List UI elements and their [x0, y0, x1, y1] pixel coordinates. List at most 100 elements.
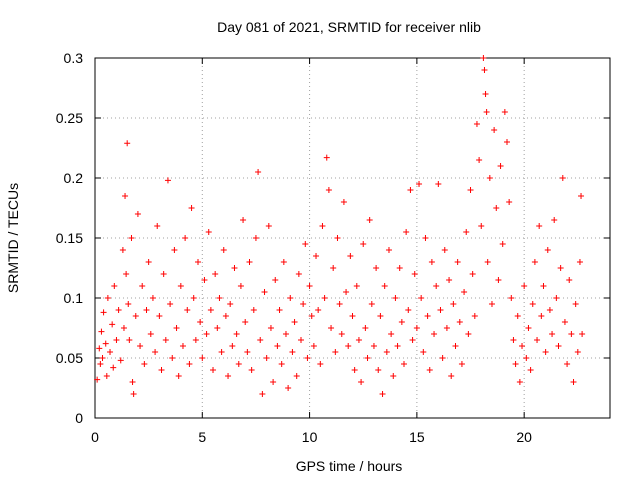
data-point	[437, 307, 444, 313]
data-point	[167, 301, 174, 307]
data-point	[293, 373, 300, 379]
data-point	[439, 355, 446, 361]
data-point	[405, 307, 412, 313]
data-point	[493, 205, 500, 211]
data-point	[392, 295, 399, 301]
data-point	[149, 295, 156, 301]
data-point	[300, 301, 307, 307]
data-point	[491, 127, 498, 133]
data-point	[240, 217, 247, 223]
data-point	[218, 349, 225, 355]
data-point	[252, 235, 259, 241]
data-point	[195, 259, 201, 265]
data-point	[330, 265, 337, 271]
data-point	[476, 157, 483, 163]
data-point	[242, 319, 249, 325]
data-point	[398, 319, 405, 325]
data-point	[435, 181, 442, 187]
data-point	[126, 337, 133, 343]
x-tick-label: 15	[409, 429, 425, 445]
data-point	[566, 277, 573, 283]
data-point	[244, 349, 251, 355]
data-point	[210, 367, 217, 373]
data-point	[364, 355, 371, 361]
data-point	[473, 121, 480, 127]
y-tick-label: 0	[75, 410, 83, 426]
data-point	[102, 340, 109, 347]
data-point	[343, 289, 350, 295]
data-point	[373, 265, 380, 271]
data-point	[454, 259, 461, 265]
data-point	[162, 337, 169, 343]
data-point	[315, 307, 322, 313]
data-point	[274, 343, 281, 349]
data-point	[137, 343, 144, 349]
data-point	[561, 319, 568, 325]
grid	[95, 58, 610, 418]
data-point	[129, 379, 136, 385]
data-point	[540, 283, 547, 289]
data-point	[259, 391, 266, 397]
data-point	[282, 331, 289, 337]
data-point	[164, 177, 171, 184]
data-point	[529, 301, 536, 307]
data-point	[186, 361, 193, 367]
data-point	[411, 271, 418, 277]
ticks: 0 5 10 15 20 0 0.05 0.1 0.15 0.2 0.25 0.3	[56, 50, 610, 445]
data-point	[388, 331, 395, 337]
data-point	[229, 343, 236, 349]
data-point	[564, 361, 571, 367]
data-point	[124, 140, 131, 147]
data-point	[128, 235, 135, 241]
data-point	[443, 325, 450, 331]
data-point	[119, 247, 126, 253]
data-point	[263, 355, 270, 361]
y-tick-label: 0.15	[56, 230, 83, 246]
data-point	[100, 309, 107, 316]
data-point	[227, 301, 234, 307]
x-tick-label: 20	[516, 429, 532, 445]
data-point	[345, 343, 352, 349]
data-point	[484, 259, 491, 265]
x-axis-label: GPS time / hours	[296, 458, 403, 474]
data-point	[467, 187, 474, 193]
y-tick-label: 0.1	[64, 290, 84, 306]
data-point	[182, 235, 189, 241]
data-point	[321, 295, 328, 301]
data-point	[310, 343, 317, 349]
data-point	[448, 373, 455, 379]
data-point	[514, 313, 521, 319]
data-point	[521, 283, 528, 289]
data-point	[523, 355, 530, 361]
data-point	[325, 187, 332, 193]
data-point	[257, 337, 264, 343]
data-point	[416, 181, 423, 187]
data-point	[154, 223, 161, 229]
data-point	[171, 247, 178, 253]
data-point	[538, 313, 545, 319]
data-point	[360, 241, 367, 247]
data-point	[120, 325, 127, 331]
data-point	[147, 331, 154, 337]
data-point	[323, 154, 330, 161]
data-point	[265, 223, 272, 229]
data-point	[220, 247, 227, 253]
data-point	[225, 373, 232, 379]
data-point	[403, 229, 410, 235]
x-tick-label: 0	[91, 429, 99, 445]
data-point	[212, 271, 219, 277]
data-point	[117, 357, 124, 364]
data-point	[465, 331, 472, 337]
data-point	[469, 271, 476, 277]
data-point	[422, 235, 429, 241]
data-point	[216, 295, 223, 301]
data-point	[452, 343, 459, 349]
data-point	[141, 361, 148, 367]
data-point	[231, 265, 238, 271]
data-point	[304, 355, 311, 361]
data-point	[145, 259, 152, 265]
data-point	[456, 319, 463, 325]
data-point	[261, 289, 268, 295]
data-point	[177, 283, 184, 289]
